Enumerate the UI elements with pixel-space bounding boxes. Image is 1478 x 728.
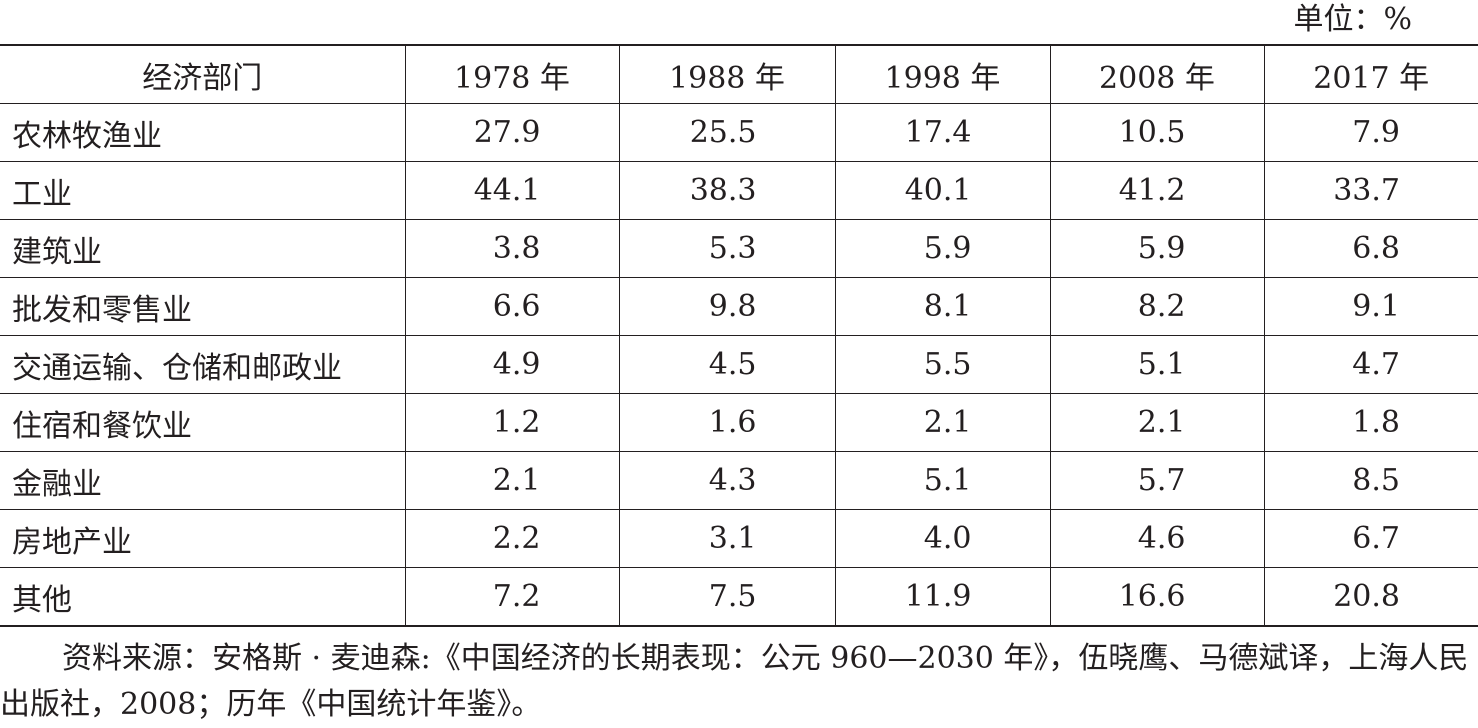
source-note: 资料来源：安格斯 · 麦迪森:《中国经济的长期表现：公元 960—2030 年》…	[0, 641, 1469, 722]
value-cell: 10.5	[1049, 103, 1264, 162]
value-cell: 9.1	[1263, 277, 1478, 336]
table-row: 金融业 2.1 4.3 5.1 5.7 8.5	[0, 451, 1478, 510]
table-row: 工业 44.1 38.3 40.1 41.2 33.7	[0, 161, 1478, 220]
value-cell: 27.9	[404, 103, 619, 162]
column-header-1988: 1988 年	[618, 45, 835, 104]
value-cell: 4.6	[1049, 509, 1264, 568]
sector-cell: 农林牧渔业	[12, 118, 162, 154]
value-cell: 8.1	[834, 277, 1050, 336]
sector-cell: 金融业	[12, 466, 102, 502]
value-cell: 8.2	[1049, 277, 1264, 336]
column-header-sector: 经济部门	[142, 60, 263, 96]
value-cell: 1.8	[1263, 393, 1478, 452]
table-row: 房地产业 2.2 3.1 4.0 4.6 6.7	[0, 509, 1478, 568]
table-row: 农林牧渔业 27.9 25.5 17.4 10.5 7.9	[0, 103, 1478, 162]
value-cell: 8.5	[1263, 451, 1478, 510]
value-cell: 20.8	[1263, 567, 1478, 626]
value-cell: 6.7	[1263, 509, 1478, 568]
value-cell: 2.2	[404, 509, 619, 568]
value-cell: 5.1	[834, 451, 1050, 510]
value-cell: 4.0	[834, 509, 1050, 568]
value-cell: 2.1	[1049, 393, 1264, 452]
value-cell: 5.7	[1049, 451, 1264, 510]
column-header-2017: 2017 年	[1263, 45, 1478, 104]
sector-cell: 住宿和餐饮业	[12, 408, 192, 444]
value-cell: 25.5	[618, 103, 835, 162]
table-row: 建筑业 3.8 5.3 5.9 5.9 6.8	[0, 219, 1478, 278]
column-header-2008: 2008 年	[1049, 45, 1264, 104]
value-cell: 5.9	[834, 219, 1050, 278]
sector-cell: 建筑业	[12, 234, 102, 270]
value-cell: 41.2	[1049, 161, 1264, 220]
table-row: 交通运输、仓储和邮政业 4.9 4.5 5.5 5.1 4.7	[0, 335, 1478, 394]
value-cell: 5.5	[834, 335, 1050, 394]
table-header-row: 经济部门 1978 年 1988 年 1998 年 2008 年 2017 年	[0, 45, 1478, 104]
value-cell: 9.8	[618, 277, 835, 336]
value-cell: 38.3	[618, 161, 835, 220]
value-cell: 44.1	[404, 161, 619, 220]
value-cell: 33.7	[1263, 161, 1478, 220]
value-cell: 11.9	[834, 567, 1050, 626]
value-cell: 1.2	[404, 393, 619, 452]
value-cell: 3.8	[404, 219, 619, 278]
value-cell: 7.9	[1263, 103, 1478, 162]
value-cell: 7.5	[618, 567, 835, 626]
value-cell: 4.7	[1263, 335, 1478, 394]
column-header-1978: 1978 年	[404, 45, 619, 104]
value-cell: 2.1	[834, 393, 1050, 452]
value-cell: 7.2	[404, 567, 619, 626]
sector-cell: 其他	[12, 582, 72, 618]
sector-cell: 房地产业	[12, 524, 132, 560]
column-header-1998: 1998 年	[834, 45, 1050, 104]
value-cell: 5.1	[1049, 335, 1264, 394]
table-row: 住宿和餐饮业 1.2 1.6 2.1 2.1 1.8	[0, 393, 1478, 452]
sector-cell: 工业	[12, 176, 72, 212]
sector-cell: 交通运输、仓储和邮政业	[12, 350, 342, 386]
value-cell: 6.8	[1263, 219, 1478, 278]
value-cell: 6.6	[404, 277, 619, 336]
value-cell: 16.6	[1049, 567, 1264, 626]
value-cell: 4.5	[618, 335, 835, 394]
value-cell: 5.3	[618, 219, 835, 278]
value-cell: 5.9	[1049, 219, 1264, 278]
value-cell: 4.9	[404, 335, 619, 394]
value-cell: 17.4	[834, 103, 1050, 162]
unit-label: 单位：%	[1293, 2, 1412, 37]
value-cell: 2.1	[404, 451, 619, 510]
sector-cell: 批发和零售业	[12, 292, 192, 328]
table-row: 批发和零售业 6.6 9.8 8.1 8.2 9.1	[0, 277, 1478, 336]
value-cell: 1.6	[618, 393, 835, 452]
value-cell: 40.1	[834, 161, 1050, 220]
value-cell: 4.3	[618, 451, 835, 510]
value-cell: 3.1	[618, 509, 835, 568]
table-row: 其他 7.2 7.5 11.9 16.6 20.8	[0, 567, 1478, 626]
sector-share-table: 经济部门 1978 年 1988 年 1998 年 2008 年 2017 年 …	[0, 44, 1478, 627]
